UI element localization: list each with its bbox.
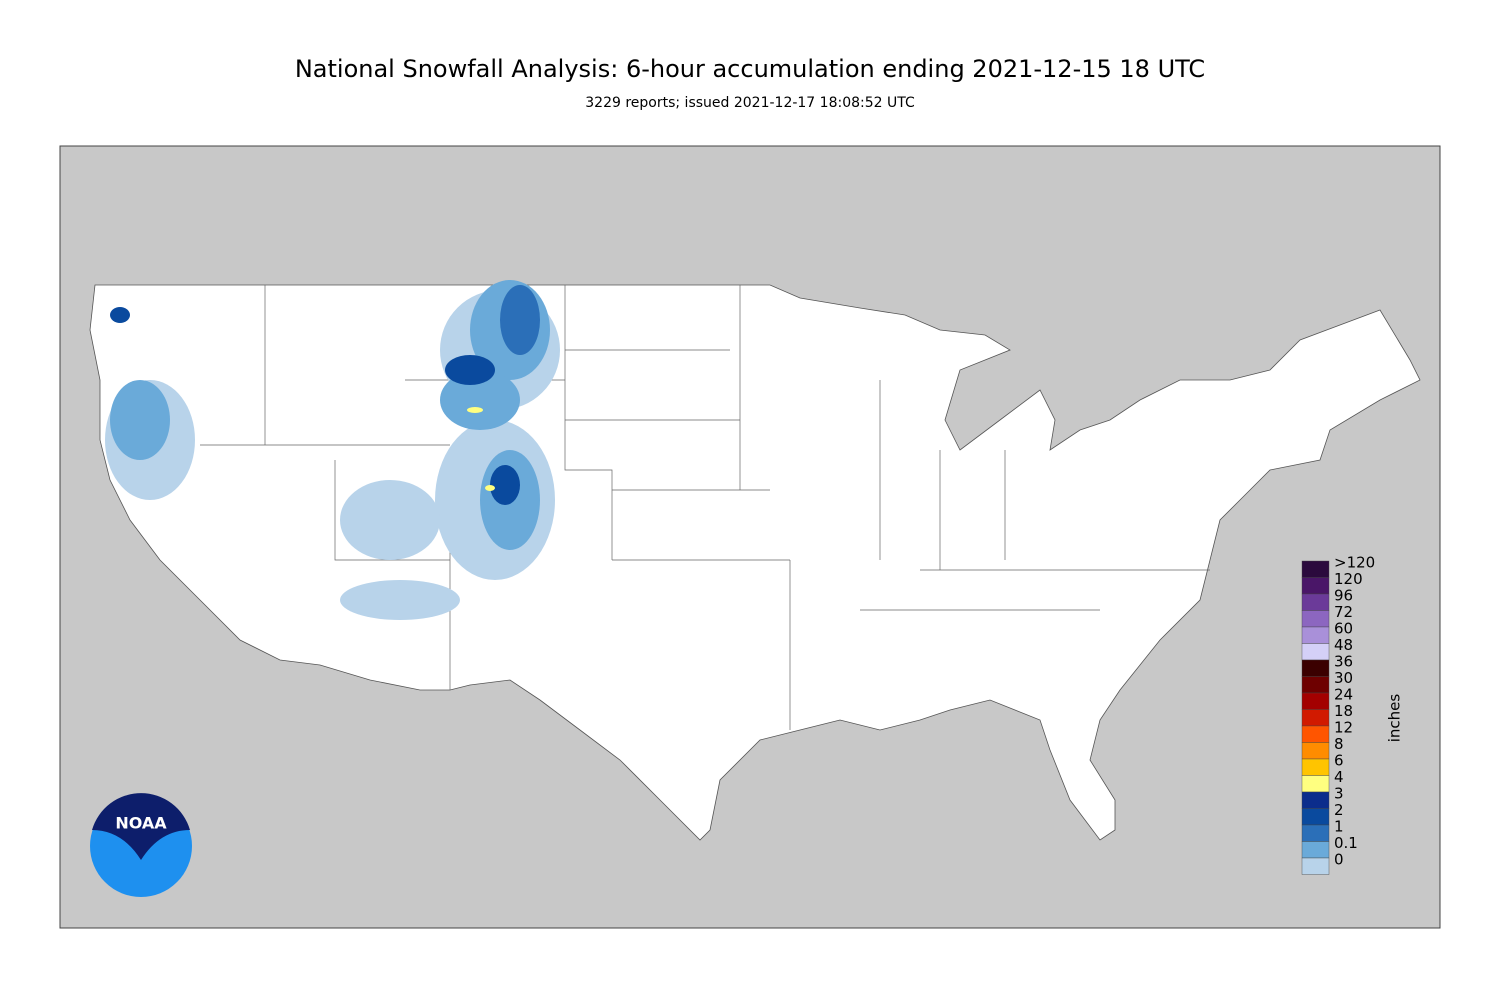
legend-label: 96 <box>1334 587 1353 605</box>
legend-swatch <box>1301 577 1330 595</box>
legend-label: 120 <box>1334 570 1363 588</box>
legend-swatch <box>1301 791 1330 809</box>
legend-unit: inches <box>1386 694 1404 743</box>
map <box>59 145 1441 929</box>
legend-swatch <box>1301 775 1330 793</box>
legend-swatch <box>1301 610 1330 628</box>
legend-swatch <box>1301 593 1330 611</box>
legend-swatch <box>1301 841 1330 859</box>
legend-swatch <box>1301 857 1330 875</box>
legend-swatch <box>1301 742 1330 760</box>
legend-swatch <box>1301 560 1330 578</box>
legend-label: 6 <box>1334 752 1344 770</box>
us-land <box>89 284 1421 841</box>
legend-swatch <box>1301 643 1330 661</box>
legend-label: 48 <box>1334 636 1353 654</box>
legend-label: 36 <box>1334 653 1353 671</box>
legend-swatch <box>1301 725 1330 743</box>
logo-text: NOAA <box>115 814 167 833</box>
legend-swatch <box>1301 758 1330 776</box>
snowfall <box>105 280 560 620</box>
legend-label: 2 <box>1334 801 1344 819</box>
legend-label: 8 <box>1334 735 1344 753</box>
noaa-logo: NOAA <box>90 793 192 897</box>
legend: inches >1201209672604836302418128643210.… <box>1301 554 1404 875</box>
legend-swatch <box>1301 824 1330 842</box>
legend-label: >120 <box>1334 554 1375 572</box>
legend-swatch <box>1301 709 1330 727</box>
legend-label: 60 <box>1334 620 1353 638</box>
legend-label: 1 <box>1334 818 1344 836</box>
legend-label: 3 <box>1334 785 1344 803</box>
state-lines <box>200 285 1210 730</box>
legend-label: 0.1 <box>1334 834 1358 852</box>
legend-swatch <box>1301 659 1330 677</box>
subtitle: 3229 reports; issued 2021-12-17 18:08:52… <box>585 95 915 111</box>
legend-label: 30 <box>1334 669 1353 687</box>
legend-label: 12 <box>1334 719 1353 737</box>
legend-swatch <box>1301 808 1330 826</box>
legend-label: 4 <box>1334 768 1344 786</box>
legend-swatch <box>1301 676 1330 694</box>
title: National Snowfall Analysis: 6-hour accum… <box>295 55 1205 83</box>
legend-label: 18 <box>1334 702 1353 720</box>
legend-swatch <box>1301 626 1330 644</box>
legend-label: 72 <box>1334 603 1353 621</box>
legend-label: 0 <box>1334 851 1344 869</box>
legend-swatch <box>1301 692 1330 710</box>
legend-label: 24 <box>1334 686 1353 704</box>
